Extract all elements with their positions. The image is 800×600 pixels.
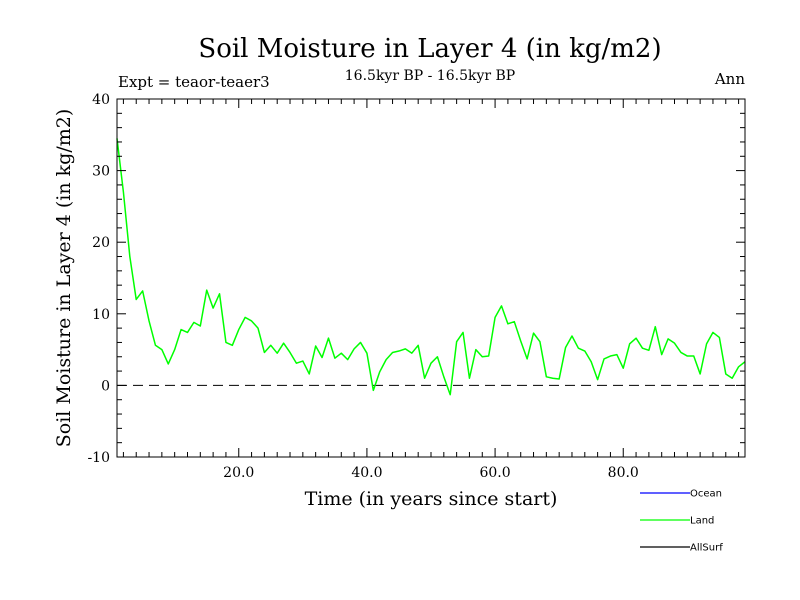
legend-label-allsurf: AllSurf: [690, 543, 723, 554]
x-tick-label: 40.0: [351, 465, 382, 481]
chart-subtitle: 16.5kyr BP - 16.5kyr BP: [345, 68, 515, 84]
y-tick-label: -10: [87, 450, 110, 466]
y-tick-label: 10: [92, 307, 110, 323]
x-tick-label: 60.0: [479, 465, 510, 481]
legend-label-land: Land: [690, 516, 714, 527]
chart-title: Soil Moisture in Layer 4 (in kg/m2): [198, 34, 661, 64]
legend: Ocean Land AllSurf: [640, 489, 723, 554]
plot-frame: [116, 98, 746, 458]
season-note: Ann: [714, 70, 745, 88]
x-tick-label: 80.0: [608, 465, 639, 481]
x-axis-label: Time (in years since start): [305, 488, 558, 510]
y-tick-label: 20: [92, 235, 110, 251]
y-tick-label: 30: [92, 164, 110, 180]
experiment-note: Expt = teaor-teaer3: [118, 73, 270, 91]
series-line-land: [116, 138, 746, 396]
x-tick-label: 20.0: [223, 465, 254, 481]
y-tick-label: 40: [92, 92, 110, 108]
y-tick-label: 0: [101, 378, 110, 394]
legend-label-ocean: Ocean: [690, 489, 722, 500]
y-axis-label: Soil Moisture in Layer 4 (in kg/m2): [53, 109, 75, 448]
